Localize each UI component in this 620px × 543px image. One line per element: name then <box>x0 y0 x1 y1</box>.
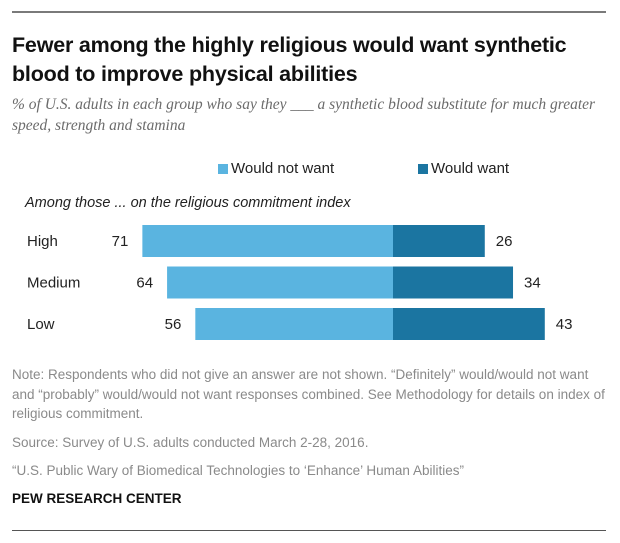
legend-item-would-want: Would want <box>418 160 509 177</box>
legend-label: Would want <box>431 160 510 177</box>
data-label-would-want-low: 43 <box>556 316 573 333</box>
bar-would-want-medium <box>393 266 514 299</box>
chart-title: Fewer among the highly religious would w… <box>12 33 567 86</box>
data-label-would-not-want-high: 71 <box>112 233 129 250</box>
bar-would-want-high <box>393 225 485 257</box>
source-text: Source: Survey of U.S. adults conducted … <box>12 434 369 450</box>
bar-would-not-want-high <box>142 225 393 257</box>
data-label-would-want-high: 26 <box>496 233 513 250</box>
legend-item-would-not-want: Would not want <box>218 160 334 177</box>
legend-swatch-would-want <box>418 163 428 174</box>
notes-block: Note: Respondents who did not give an an… <box>12 365 612 490</box>
category-label-high: High <box>27 233 58 250</box>
top-rule <box>12 11 606 13</box>
legend-swatch-would-not-want <box>218 163 228 174</box>
bar-would-want-low <box>393 308 545 340</box>
bottom-rule <box>12 530 606 531</box>
category-label-medium: Medium <box>27 275 80 292</box>
brand-label: PEW RESEARCH CENTER <box>12 491 182 506</box>
group-heading: Among those ... on the religious commitm… <box>25 195 351 211</box>
data-label-would-not-want-medium: 64 <box>136 275 153 292</box>
report-title: “U.S. Public Wary of Biomedical Technolo… <box>12 463 464 478</box>
chart-subtitle: % of U.S. adults in each group who say t… <box>12 96 596 134</box>
note-text: Note: Respondents who did not give an an… <box>12 367 605 421</box>
bar-would-not-want-low <box>195 308 393 340</box>
bar-chart: High 71 26 Medium 64 34 Low 56 43 <box>27 225 573 340</box>
data-label-would-want-medium: 34 <box>524 275 541 292</box>
legend-label: Would not want <box>231 160 335 177</box>
category-label-low: Low <box>27 316 55 333</box>
data-label-would-not-want-low: 56 <box>165 316 182 333</box>
bar-would-not-want-medium <box>167 266 393 299</box>
